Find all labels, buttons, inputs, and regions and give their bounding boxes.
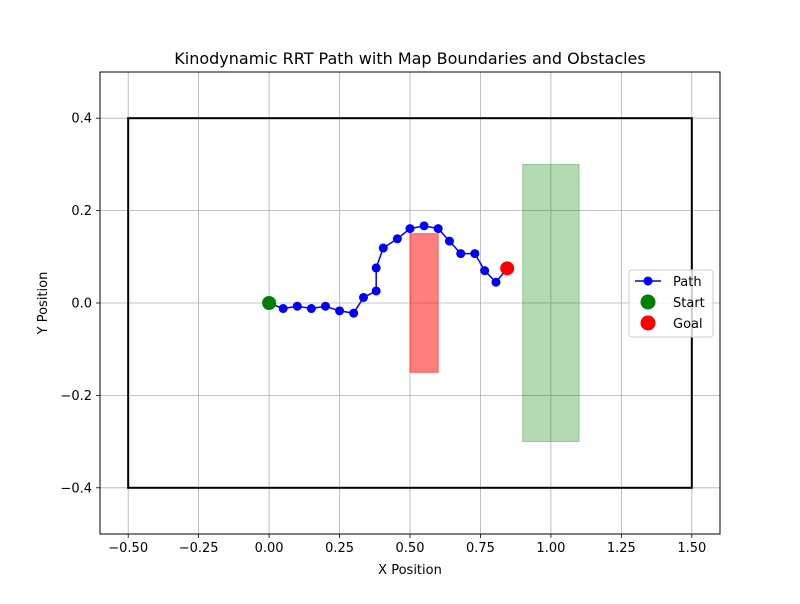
y-axis-label: Y Position (36, 272, 51, 336)
obstacle-rect (409, 233, 439, 373)
legend-path-marker (643, 276, 653, 286)
legend: Path Start Goal (628, 269, 714, 338)
path-point (480, 266, 490, 276)
x-tick-label: 0.50 (396, 541, 425, 556)
x-tick-label: 0.25 (325, 541, 354, 556)
path-point (419, 221, 429, 231)
path-point (306, 304, 316, 314)
x-tick-label: 0.00 (255, 541, 284, 556)
obstacle-rect (522, 163, 580, 443)
x-tick-label: 1.25 (607, 541, 636, 556)
path-point (392, 234, 402, 244)
x-tick-label: 1.00 (536, 541, 565, 556)
y-ticks: −0.4 −0.2 0.0 0.2 0.4 (60, 112, 100, 496)
x-tick-label: 0.75 (466, 541, 495, 556)
path-point (278, 304, 288, 314)
chart-title: Kinodynamic RRT Path with Map Boundaries… (174, 49, 645, 68)
obstacles (409, 163, 580, 443)
path-point (444, 236, 454, 246)
path-point (405, 224, 415, 234)
x-tick-label: −0.50 (108, 541, 148, 556)
path-layer (262, 221, 515, 318)
x-axis-label: X Position (378, 563, 442, 578)
path-point (371, 286, 381, 296)
path-point (320, 301, 330, 311)
path-point (456, 249, 466, 259)
goal-marker (500, 261, 515, 276)
y-tick-label: 0.2 (71, 204, 92, 219)
legend-label-start: Start (673, 296, 705, 311)
legend-label-goal: Goal (673, 317, 703, 332)
plot-area: −0.50 −0.25 0.00 0.25 0.50 0.75 1.00 1.25 1.50 −… (60, 71, 721, 556)
path-point (335, 306, 345, 316)
path-point (349, 308, 359, 318)
legend-start-marker (640, 294, 656, 310)
y-tick-label: −0.4 (60, 481, 92, 496)
y-tick-label: 0.4 (71, 112, 92, 127)
x-tick-label: 1.50 (677, 541, 706, 556)
path-point (470, 249, 480, 259)
legend-label-path: Path (673, 275, 702, 290)
legend-goal-marker (640, 315, 656, 331)
y-tick-label: −0.2 (60, 389, 92, 404)
path-point (371, 263, 381, 273)
y-tick-label: 0.0 (71, 297, 92, 312)
path-point (378, 243, 388, 253)
x-ticks: −0.50 −0.25 0.00 0.25 0.50 0.75 1.00 1.25 1.50 (108, 534, 706, 556)
start-marker (262, 296, 277, 310)
path-point (359, 292, 368, 302)
path-point (292, 301, 302, 311)
path-point (433, 224, 443, 234)
path-point (491, 277, 501, 287)
x-tick-label: −0.25 (179, 541, 219, 556)
